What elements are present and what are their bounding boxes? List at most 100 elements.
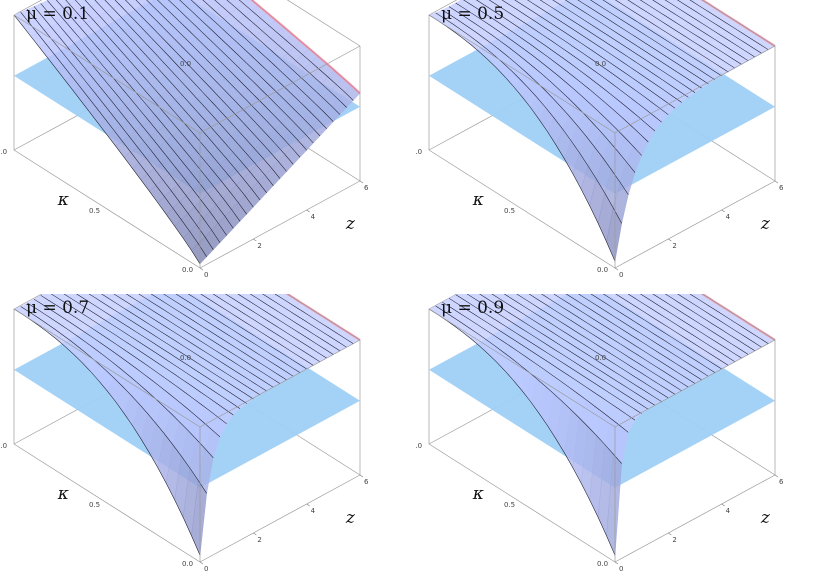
x-tick-label: 4 xyxy=(311,507,316,515)
mesh-line xyxy=(578,294,709,377)
mesh-line xyxy=(33,6,221,243)
mesh-line xyxy=(652,0,749,62)
mesh-line xyxy=(20,12,207,257)
box-edge-front xyxy=(199,180,361,269)
box-edge-front xyxy=(13,443,201,563)
mesh-line xyxy=(448,6,636,173)
x-tick-label: 6 xyxy=(779,478,784,486)
mesh-line xyxy=(614,0,729,73)
mesh-line xyxy=(516,294,676,395)
mesh-line xyxy=(202,0,334,122)
box-edge-back xyxy=(13,0,43,16)
mesh-line xyxy=(40,3,227,236)
mesh-line xyxy=(448,298,636,421)
mesh-line xyxy=(455,294,642,414)
mesh-line xyxy=(463,0,649,143)
box-edge-front xyxy=(614,180,776,269)
mesh-line xyxy=(428,14,616,262)
mesh-line xyxy=(479,294,656,406)
mesh-line xyxy=(74,0,254,208)
y-tick-label: 1.0 xyxy=(415,148,422,156)
surface-edge xyxy=(250,0,361,95)
mesh-line xyxy=(94,0,267,193)
mesh-line xyxy=(602,294,722,370)
surface-patch xyxy=(527,0,533,2)
box-edge-front xyxy=(614,339,776,428)
mesh-line xyxy=(226,0,347,108)
box-edge-front xyxy=(13,149,201,269)
mesh-line xyxy=(47,0,234,229)
mesh-line xyxy=(664,0,756,58)
y-axis-label: κ xyxy=(472,190,484,210)
mesh-line xyxy=(104,0,274,186)
z-tick-label: 0.0 xyxy=(595,354,606,362)
y-tick-label: 0.0 xyxy=(597,266,608,274)
mesh-line xyxy=(428,308,616,556)
box-edge-back xyxy=(428,0,458,16)
x-axis-label: z xyxy=(760,214,771,234)
mesh-line xyxy=(455,2,642,156)
x-tick-label: 4 xyxy=(726,213,731,221)
y-axis-label: κ xyxy=(57,190,69,210)
z-tick-label: 0.0 xyxy=(180,60,191,68)
mesh-line xyxy=(627,0,736,69)
mesh-line xyxy=(168,0,314,144)
x-tick-label: 2 xyxy=(672,536,676,544)
mesh-line xyxy=(179,0,321,137)
x-tick-label: 4 xyxy=(726,507,731,515)
mesh-line xyxy=(50,294,234,416)
panel-title: μ = 0.5 xyxy=(441,4,505,24)
mesh-line xyxy=(491,294,662,402)
surface-patch xyxy=(200,294,207,296)
box-edge-front xyxy=(614,474,776,563)
mesh-line xyxy=(552,0,696,93)
mesh-line xyxy=(590,294,716,373)
surface-patch xyxy=(578,294,586,297)
box-edge-front xyxy=(428,149,616,269)
x-tick-label: 0 xyxy=(204,565,208,573)
mesh-line xyxy=(101,294,261,396)
mesh-line xyxy=(590,0,716,81)
y-tick-label: 0.5 xyxy=(89,501,100,509)
x-tick-label: 6 xyxy=(779,184,784,192)
box-edge-front xyxy=(428,14,616,134)
mesh-line xyxy=(442,9,629,195)
x-tick-label: 4 xyxy=(311,213,316,221)
x-tick-label: 6 xyxy=(364,184,369,192)
mesh-line xyxy=(187,294,307,370)
mesh-line xyxy=(27,9,214,250)
x-tick-label: 2 xyxy=(257,242,261,250)
mesh-line xyxy=(157,0,307,151)
mesh-line xyxy=(13,14,201,265)
mesh-line xyxy=(200,294,314,366)
z-tick-label: 0.5 xyxy=(180,294,191,295)
mesh-line xyxy=(113,294,267,392)
mesh-line xyxy=(652,294,749,355)
mesh-line xyxy=(466,294,649,410)
mesh-line xyxy=(442,301,629,433)
mesh-line xyxy=(553,294,696,384)
y-tick-label: 1.0 xyxy=(415,442,422,450)
mesh-line xyxy=(664,294,756,352)
mesh-line xyxy=(539,0,689,98)
surface-patch xyxy=(689,0,696,2)
mesh-line xyxy=(435,12,622,224)
y-tick-label: 0.0 xyxy=(597,560,608,568)
box-edge-front xyxy=(199,45,361,134)
box-edge-front xyxy=(13,14,201,134)
mesh-line xyxy=(476,0,656,132)
mesh-line xyxy=(514,0,676,109)
box-edge-front xyxy=(614,45,776,134)
mesh-line xyxy=(212,294,321,363)
mesh-line xyxy=(13,308,201,556)
y-tick-label: 0.5 xyxy=(504,501,515,509)
x-axis-label: z xyxy=(345,214,356,234)
surface-patch xyxy=(237,294,244,296)
z-tick-label: 0.0 xyxy=(595,60,606,68)
mesh-line xyxy=(76,294,247,404)
x-tick-label: 0 xyxy=(204,271,208,279)
box-edge-back xyxy=(13,294,43,310)
